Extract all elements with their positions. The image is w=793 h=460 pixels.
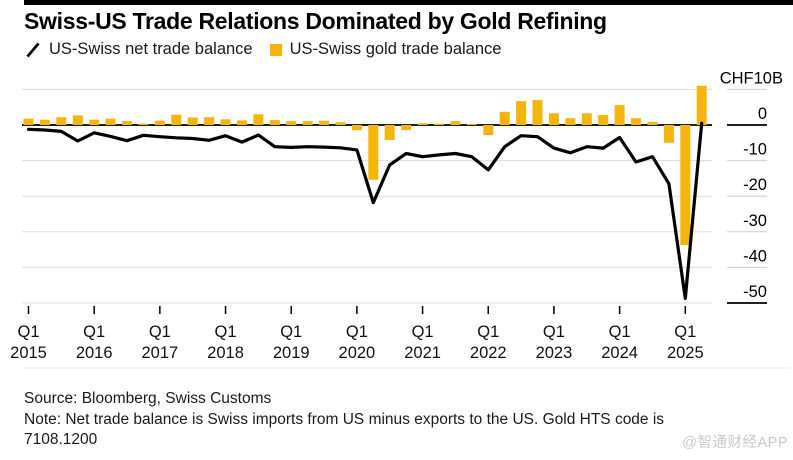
gold-bar xyxy=(39,119,50,125)
gold-bar xyxy=(614,105,625,125)
gold-bar xyxy=(319,120,330,125)
gold-bar xyxy=(171,114,182,125)
gold-bar xyxy=(696,85,707,125)
gold-bar xyxy=(631,118,641,125)
note-text-line1: Note: Net trade balance is Swiss imports… xyxy=(24,410,665,428)
x-axis-quarter-label: Q1 xyxy=(346,323,368,341)
y-axis-label: CHF10B xyxy=(720,69,783,87)
gold-bar xyxy=(516,101,527,125)
x-axis-quarter-label: Q1 xyxy=(543,323,565,341)
gold-bar xyxy=(204,117,215,125)
x-axis-year-label: 2015 xyxy=(10,344,47,362)
chart-title: Swiss-US Trade Relations Dominated by Go… xyxy=(24,8,607,34)
net-trade-line xyxy=(26,121,704,300)
y-axis-label: -50 xyxy=(743,283,767,301)
top-rule xyxy=(24,0,793,5)
gold-bar xyxy=(89,119,100,125)
x-axis-year-label: 2019 xyxy=(273,344,310,362)
legend-label-gold-trade: US-Swiss gold trade balance xyxy=(289,40,502,58)
footer: Source: Bloomberg, Swiss Customs Note: N… xyxy=(24,389,664,451)
x-axis-quarter-label: Q1 xyxy=(83,323,105,341)
legend-item-gold-trade: US-Swiss gold trade balance xyxy=(269,40,502,59)
x-axis-quarter-label: Q1 xyxy=(674,323,696,341)
line-series-icon xyxy=(26,42,40,57)
gold-bar xyxy=(663,125,674,143)
gold-bar xyxy=(417,123,428,125)
gold-bar xyxy=(368,125,379,180)
y-axis-label: -30 xyxy=(743,212,767,230)
watermark: @智通财经APP xyxy=(682,435,788,451)
x-axis-year-label: 2016 xyxy=(76,344,113,362)
gold-bar xyxy=(72,115,83,125)
legend: US-Swiss net trade balance US-Swiss gold… xyxy=(25,40,501,59)
x-axis-year-label: 2018 xyxy=(207,344,244,362)
gold-bar xyxy=(434,123,444,125)
gold-bar xyxy=(335,122,346,125)
x-axis-year-label: 2017 xyxy=(142,344,179,362)
gold-bar xyxy=(105,118,116,125)
gold-bar xyxy=(302,121,313,125)
x-axis-quarter-label: Q1 xyxy=(17,323,39,341)
y-axis: CHF10B 0 -10 -20 -30 -40 -50 xyxy=(22,69,783,304)
gold-bar xyxy=(680,125,691,245)
gold-bar xyxy=(187,117,198,125)
x-axis-year-label: 2022 xyxy=(470,344,507,362)
gold-bar xyxy=(499,111,510,125)
gold-bar xyxy=(138,123,149,125)
legend-label-net-trade: US-Swiss net trade balance xyxy=(49,40,253,58)
gold-bar xyxy=(401,125,412,130)
x-axis-quarter-label: Q1 xyxy=(412,323,434,341)
x-axis-year-label: 2024 xyxy=(601,344,638,362)
gold-bar xyxy=(384,125,395,140)
gold-bar xyxy=(598,115,609,125)
gold-bar xyxy=(122,121,132,125)
gold-bar xyxy=(647,121,658,125)
note-text-line2: 7108.1200 xyxy=(24,431,98,448)
x-axis-year-label: 2025 xyxy=(667,344,704,362)
y-axis-label: 0 xyxy=(758,105,767,123)
gold-bar xyxy=(532,100,543,125)
y-axis-label: -20 xyxy=(743,176,767,194)
gold-bar xyxy=(220,119,231,125)
y-axis-label: -40 xyxy=(743,247,767,265)
x-axis-quarter-label: Q1 xyxy=(215,323,237,341)
x-axis-quarter-label: Q1 xyxy=(609,323,631,341)
gold-bar xyxy=(351,125,362,131)
x-axis-year-label: 2020 xyxy=(339,344,376,362)
bar-series-icon xyxy=(269,43,282,56)
gold-bars xyxy=(23,85,707,245)
gold-bar xyxy=(269,120,280,125)
gold-bar xyxy=(450,121,461,125)
gold-bar xyxy=(253,114,264,125)
x-axis-quarter-label: Q1 xyxy=(149,323,171,341)
gold-bar xyxy=(483,125,494,135)
legend-item-net-trade: US-Swiss net trade balance xyxy=(25,40,253,59)
x-axis: Q1 2015 Q1 2016 Q1 2017 Q1 2018 Q1 2019 Q1 2020 Q1 20… xyxy=(10,306,704,362)
x-axis-quarter-label: Q1 xyxy=(477,323,499,341)
gold-bar xyxy=(56,117,67,125)
y-axis-label: -10 xyxy=(743,141,767,159)
gold-bar xyxy=(548,113,559,125)
x-axis-year-label: 2021 xyxy=(404,344,441,362)
gold-bar xyxy=(154,120,165,125)
x-axis-quarter-label: Q1 xyxy=(280,323,302,341)
source-text: Source: Bloomberg, Swiss Customs xyxy=(24,390,272,407)
gold-bar xyxy=(565,118,576,125)
gold-bar xyxy=(581,113,592,125)
gold-bar xyxy=(237,120,247,125)
x-axis-year-label: 2023 xyxy=(536,344,573,362)
gold-bar xyxy=(466,123,477,125)
gold-bar xyxy=(286,121,297,125)
gold-bar xyxy=(23,118,34,125)
